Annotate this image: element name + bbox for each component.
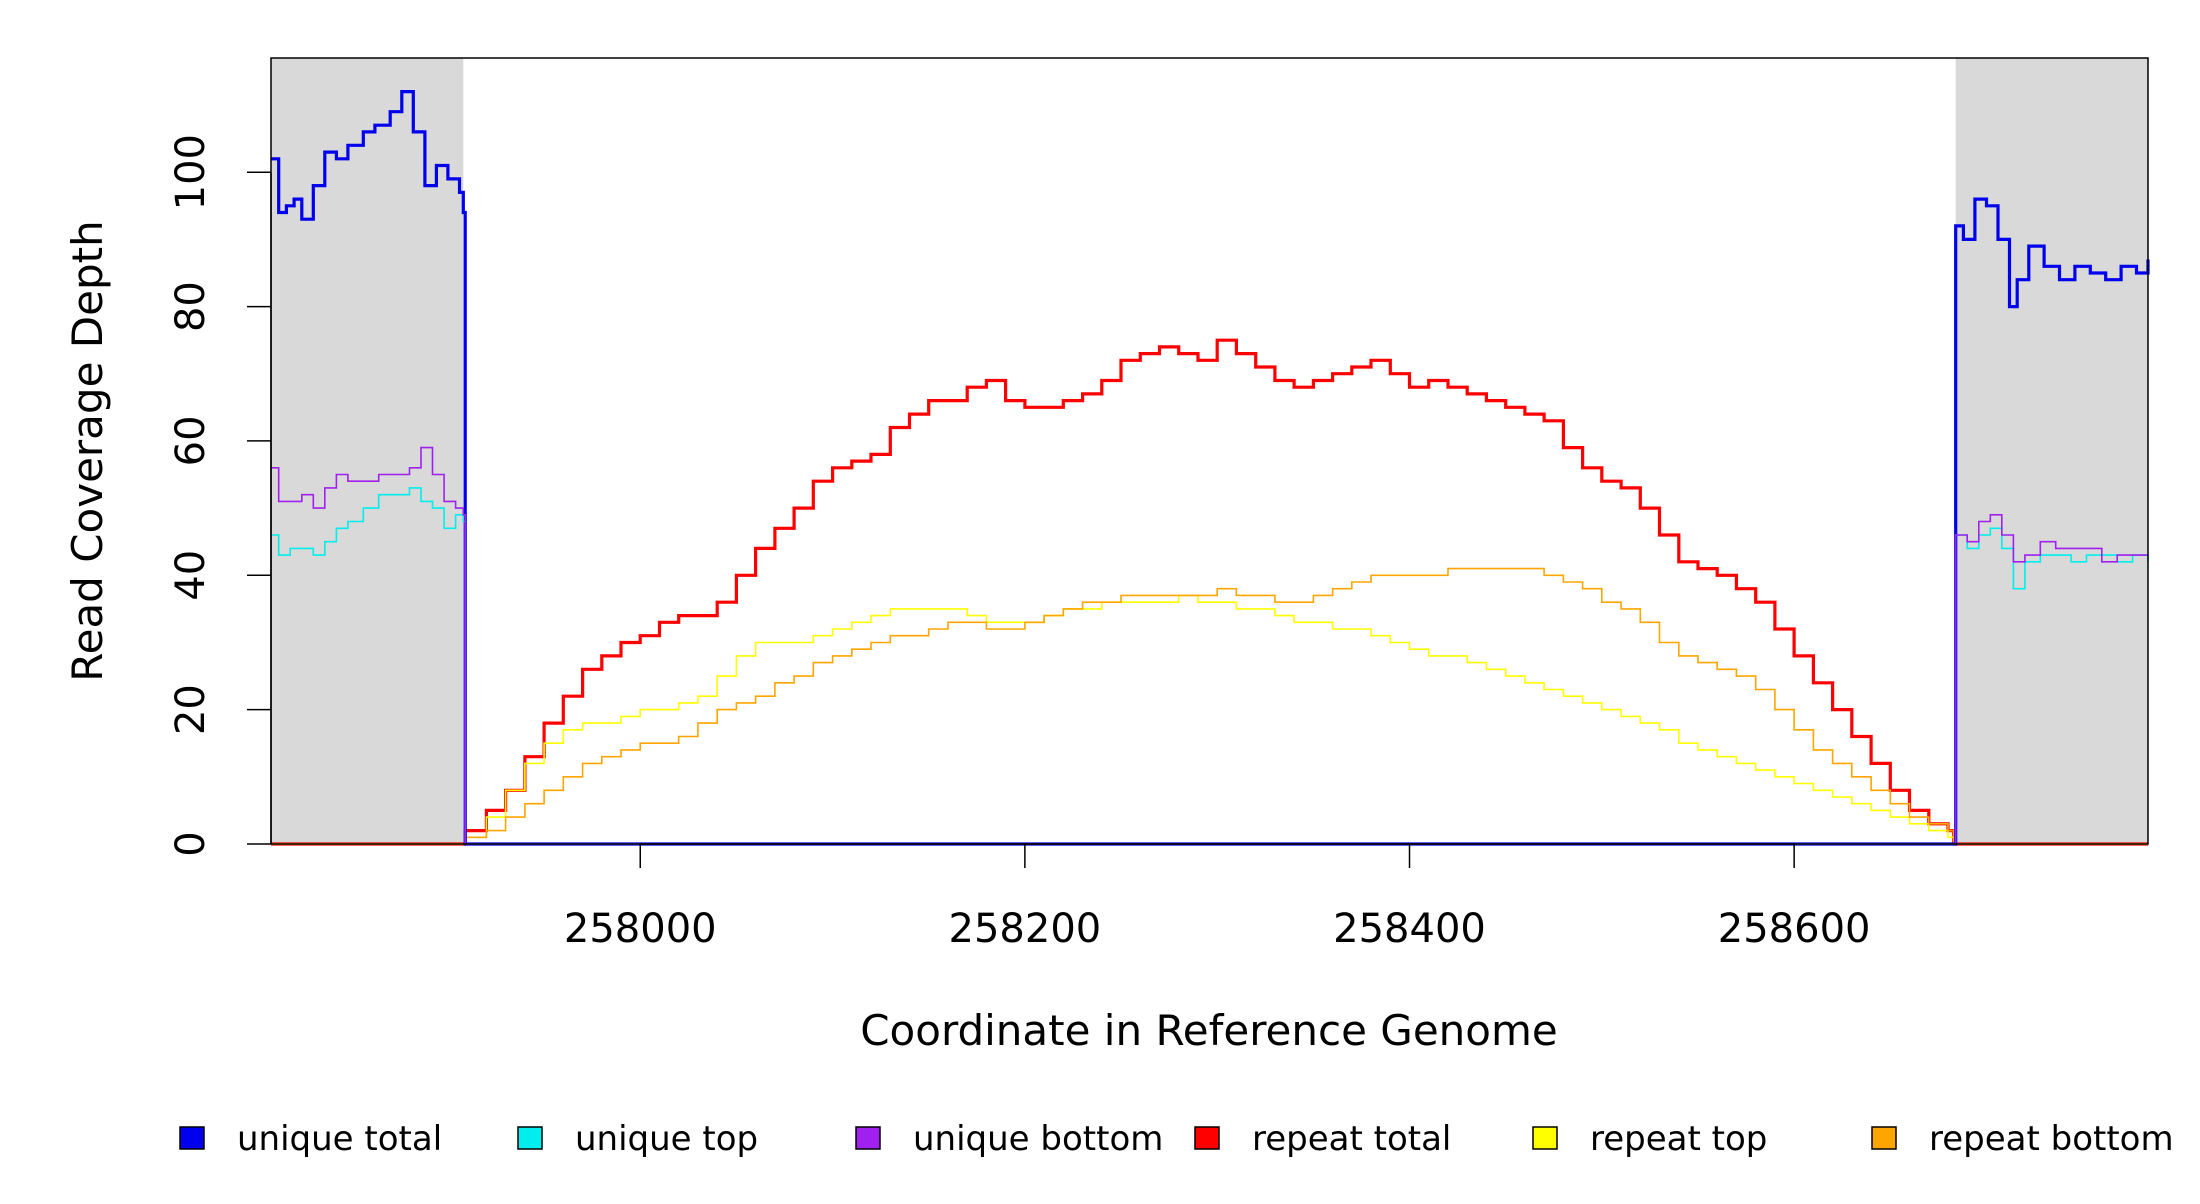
- x-tick-label-258600: 258600: [1718, 906, 1871, 952]
- legend-label-repeat-bottom: repeat bottom: [1929, 1119, 2174, 1159]
- x-tick-label-258200: 258200: [949, 906, 1102, 952]
- y-axis-label: Read Coverage Depth: [63, 220, 112, 681]
- series-lines: [271, 90, 2150, 846]
- y-tick-label-40: 40: [168, 550, 214, 601]
- shaded-region-2: [1955, 58, 2148, 844]
- y-tick-label-60: 60: [168, 415, 214, 466]
- series-line-unique-top: [271, 487, 2149, 845]
- y-tick-label-80: 80: [168, 281, 214, 332]
- x-tick-label-258000: 258000: [564, 906, 717, 952]
- series-line-repeat-total: [271, 338, 2148, 846]
- legend-label-unique-bottom: unique bottom: [913, 1119, 1163, 1159]
- series-line-unique-bottom: [271, 446, 2148, 845]
- shaded-regions: [271, 58, 2148, 844]
- legend-swatch-repeat-bottom: [1871, 1126, 1897, 1150]
- shaded-region-1: [271, 58, 464, 844]
- y-tick-label-20: 20: [168, 684, 214, 735]
- legend-label-unique-top: unique top: [575, 1119, 758, 1159]
- x-axis-label: Coordinate in Reference Genome: [860, 1006, 1558, 1055]
- series-line-repeat-top: [271, 594, 2148, 845]
- y-tick-label-0: 0: [168, 831, 214, 856]
- legend-swatch-repeat-total: [1194, 1126, 1220, 1150]
- y-tick-label-100: 100: [168, 134, 214, 210]
- legend-label-repeat-top: repeat top: [1590, 1119, 1767, 1159]
- x-tick-label-258400: 258400: [1333, 906, 1486, 952]
- axes: 0 20 40 60 80 100 258000 258200 258400 258600: [168, 134, 1870, 952]
- legend-swatch-unique-total: [179, 1126, 205, 1150]
- series-line-unique-total: [271, 90, 2150, 846]
- plot-frame: [270, 57, 2149, 845]
- series-line-repeat-bottom: [271, 567, 2148, 845]
- legend-swatch-unique-bottom: [855, 1126, 881, 1150]
- legend: unique total unique top unique bottom repea…: [179, 1119, 2174, 1159]
- legend-label-repeat-total: repeat total: [1252, 1119, 1451, 1159]
- legend-label-unique-total: unique total: [237, 1119, 442, 1159]
- legend-swatch-unique-top: [517, 1126, 543, 1150]
- legend-swatch-repeat-top: [1532, 1126, 1558, 1150]
